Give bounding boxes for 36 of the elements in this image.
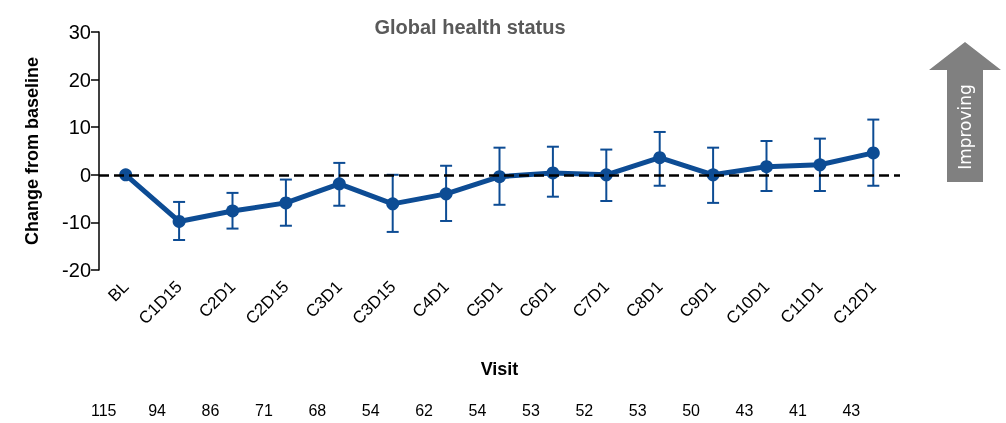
- text: 52: [575, 401, 594, 419]
- text: 43: [735, 401, 754, 419]
- point: [332, 177, 346, 191]
- y-tick-label: 10: [68, 116, 91, 139]
- text: 54: [361, 401, 380, 419]
- y-tick-label: 0: [79, 163, 91, 186]
- y-tick-label: 30: [68, 21, 91, 43]
- y-tick-label: -10: [62, 211, 91, 234]
- point: [439, 187, 453, 201]
- y-tick-label: 20: [68, 68, 91, 91]
- x-tick-label: BL: [104, 277, 133, 306]
- text: 50: [682, 401, 701, 419]
- text: 54: [468, 401, 487, 419]
- x-axis-title: Visit: [480, 359, 519, 379]
- point: [386, 197, 400, 211]
- point: [813, 158, 827, 172]
- text: 94: [148, 401, 167, 419]
- point: [760, 160, 773, 174]
- chart-title: Global health status: [374, 16, 566, 38]
- text: 41: [789, 401, 807, 419]
- point: [866, 146, 880, 160]
- point: [226, 204, 239, 218]
- y-axis-title: Change from baseline: [22, 56, 42, 246]
- y-tick-label: -20: [62, 259, 91, 281]
- text: 71: [255, 401, 273, 419]
- text: 115: [90, 401, 117, 419]
- text: 62: [415, 401, 434, 419]
- text: Improving: [955, 84, 975, 170]
- point: [172, 214, 186, 228]
- text: 53: [522, 401, 540, 419]
- text: 86: [201, 401, 220, 419]
- text: 68: [308, 401, 327, 419]
- text: 43: [842, 401, 861, 419]
- point: [653, 151, 667, 165]
- point: [279, 196, 293, 210]
- text: 53: [628, 401, 647, 419]
